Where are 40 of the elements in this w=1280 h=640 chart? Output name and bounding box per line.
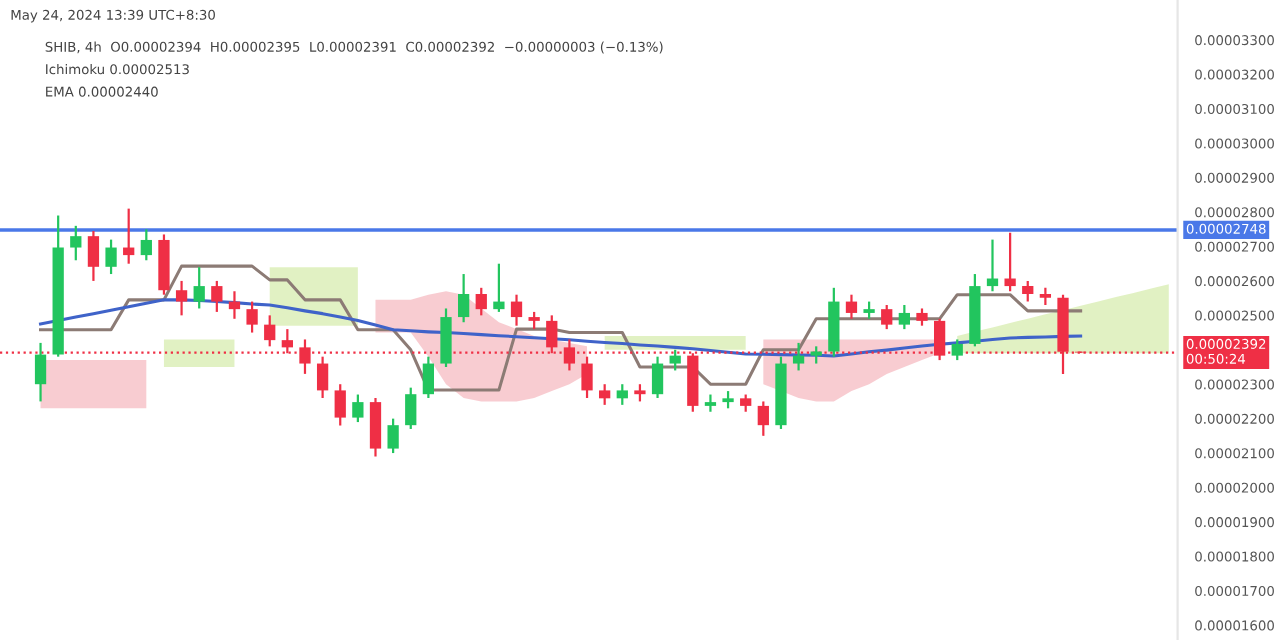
candlestick bbox=[352, 393, 364, 424]
candlestick bbox=[792, 341, 805, 372]
candlestick bbox=[651, 355, 664, 400]
candlestick bbox=[1004, 231, 1016, 293]
candlestick bbox=[264, 314, 276, 348]
candlestick bbox=[246, 300, 258, 334]
candlestick bbox=[175, 279, 188, 317]
candlestick bbox=[140, 228, 152, 262]
candlestick bbox=[334, 383, 346, 427]
candlestick bbox=[193, 266, 205, 310]
candlestick bbox=[616, 383, 628, 406]
candlestick bbox=[457, 272, 470, 324]
candlestick bbox=[369, 396, 382, 458]
candlestick bbox=[493, 262, 505, 314]
candlestick bbox=[440, 307, 452, 369]
candlestick bbox=[316, 355, 329, 400]
candlestick bbox=[704, 393, 717, 413]
candlestick bbox=[34, 341, 47, 403]
candlestick bbox=[105, 238, 117, 276]
candlestick bbox=[1022, 279, 1034, 303]
candlestick bbox=[123, 207, 135, 265]
candlestick bbox=[422, 355, 435, 400]
candlestick bbox=[475, 286, 487, 317]
candlestick bbox=[211, 279, 223, 314]
candlestick bbox=[581, 355, 593, 400]
candlestick bbox=[387, 417, 399, 455]
candlestick bbox=[898, 303, 910, 331]
candlestick bbox=[405, 386, 417, 431]
candlestick bbox=[845, 293, 858, 320]
candlestick bbox=[669, 348, 681, 372]
candlestick bbox=[881, 303, 893, 331]
candlestick bbox=[951, 338, 963, 362]
candlestick bbox=[228, 290, 241, 320]
candlestick bbox=[599, 383, 611, 406]
candlestick bbox=[70, 224, 82, 262]
candlestick bbox=[757, 400, 769, 437]
candlestick bbox=[510, 293, 523, 327]
candlestick bbox=[986, 238, 999, 293]
line-series bbox=[39, 264, 1083, 392]
candlestick bbox=[87, 229, 100, 283]
